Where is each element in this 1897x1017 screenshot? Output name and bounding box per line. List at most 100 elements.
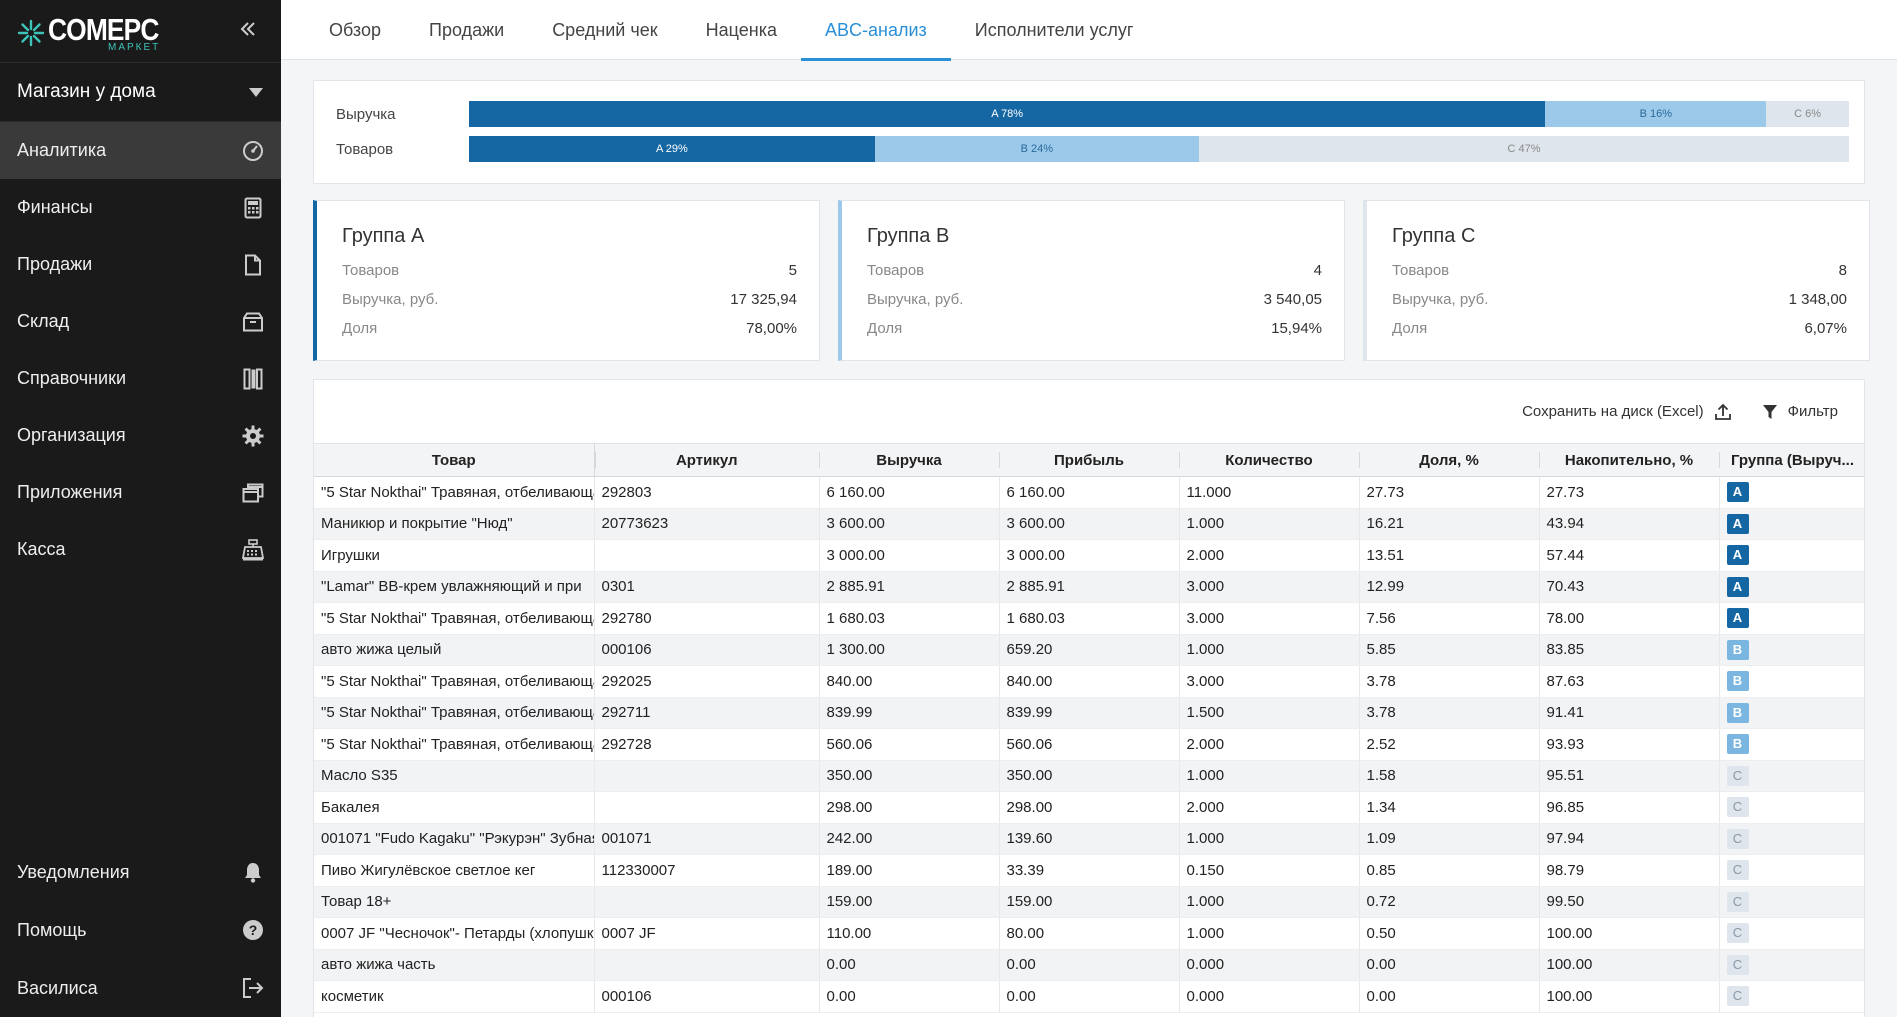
cell-sku: 292803 (593, 476, 819, 509)
table-row[interactable]: косметик 000106 0.00 0.00 0.000 0.00 100.00 C (314, 980, 1864, 1013)
cell-share: 0.00 (1358, 949, 1539, 981)
calculator-icon (241, 196, 265, 220)
tab-overview[interactable]: Обзор (329, 19, 381, 40)
cell-quantity: 2.000 (1178, 728, 1359, 761)
nav-item-directories[interactable]: Справочники (0, 350, 281, 407)
revenue-label: Выручка, руб. (867, 291, 964, 308)
column-header-cumulative[interactable]: Накопительно, % (1539, 443, 1719, 477)
cell-group: C (1718, 854, 1864, 887)
share-value: 78,00% (746, 320, 797, 337)
filter-icon (1762, 404, 1777, 419)
cell-profit: 3 600.00 (998, 508, 1179, 540)
table-row[interactable]: Пиво Жигулёвское светлое кег 112330007 189… (314, 854, 1864, 887)
cell-cumulative: 57.44 (1538, 539, 1719, 572)
filter-label: Фильтр (1787, 403, 1838, 420)
tab-abc-analysis[interactable]: ABC-анализ (801, 0, 951, 61)
group-title: Группа C (1392, 225, 1476, 247)
tab-average-check[interactable]: Средний чек (552, 19, 658, 40)
nav-item-sales[interactable]: Продажи (0, 236, 281, 293)
table-row[interactable]: "5 Star Nokthai" Травяная, отбеливающая 2… (314, 697, 1864, 729)
revenue-label: Выручка, руб. (342, 291, 439, 308)
collapse-sidebar-button[interactable] (233, 14, 263, 44)
cell-group: B (1718, 728, 1864, 761)
double-chevron-left-icon (240, 22, 255, 36)
cell-product: 001071 "Fudo Kagaku" "Рэкурэн" Зубная (314, 823, 594, 855)
table-row[interactable]: "Lamar" BB-крем увлажняющий и при 0301 2 8… (314, 571, 1864, 603)
table-row[interactable]: авто жижа часть 0.00 0.00 0.000 0.00 100.00 C (314, 949, 1864, 981)
nav-item-label: Помощь (17, 919, 87, 940)
table-row[interactable]: Товар 18+ 159.00 159.00 1.000 0.72 99.50 C (314, 886, 1864, 918)
cell-profit: 1 680.03 (998, 602, 1179, 635)
table-row[interactable]: Маникюр и покрытие "Нюд" 20773623 3 600.00… (314, 508, 1864, 540)
column-header-product[interactable]: Товар (314, 443, 595, 477)
cell-group: A (1718, 476, 1864, 509)
nav-item-notifications[interactable]: Уведомления (0, 843, 281, 901)
help-icon: ? (241, 918, 265, 942)
nav-item-analytics[interactable]: Аналитика (0, 122, 281, 179)
nav-item-user[interactable]: Василиса (0, 959, 281, 1017)
cell-group: C (1718, 791, 1864, 824)
bar-label: Выручка (336, 105, 396, 123)
table-row[interactable]: Масло S35 350.00 350.00 1.000 1.58 95.51 C (314, 760, 1864, 792)
group-badge: C (1726, 986, 1749, 1007)
column-header-quantity[interactable]: Количество (1179, 443, 1359, 477)
nav-item-apps[interactable]: Приложения (0, 464, 281, 521)
revenue-bar-row: Выручка A 78% B 16% C 6% (314, 101, 1864, 127)
cell-quantity: 1.000 (1178, 917, 1359, 950)
column-header-share[interactable]: Доля, % (1359, 443, 1539, 477)
tab-markup[interactable]: Наценка (705, 19, 777, 40)
nav-item-help[interactable]: Помощь ? (0, 901, 281, 959)
cell-sku: 292025 (593, 665, 819, 698)
abc-bars-card: Выручка A 78% B 16% C 6% Товаров A 29% B… (313, 80, 1865, 184)
group-badge: C (1726, 891, 1749, 912)
logo[interactable]: COMEPC (16, 14, 178, 48)
table-row[interactable]: "5 Star Nokthai" Травяная, отбеливающая 2… (314, 665, 1864, 698)
cell-product: Маникюр и покрытие "Нюд" (314, 508, 594, 540)
filter-button[interactable]: Фильтр (1762, 403, 1838, 420)
group-badge: B (1726, 671, 1749, 692)
cell-group: C (1718, 823, 1864, 855)
store-selector[interactable]: Магазин у дома (0, 62, 281, 122)
table-row[interactable]: Бакалея 298.00 298.00 2.000 1.34 96.85 C (314, 791, 1864, 824)
cell-profit: 350.00 (998, 760, 1179, 792)
cell-quantity: 0.000 (1178, 949, 1359, 981)
table-row[interactable]: "5 Star Nokthai" Травяная, отбеливающая 2… (314, 476, 1864, 509)
table-toolbar: Сохранить на диск (Excel) Фильтр (314, 380, 1864, 443)
table-row[interactable]: "5 Star Nokthai" Травяная, отбеливающая 2… (314, 728, 1864, 761)
table-row[interactable]: Игрушки 3 000.00 3 000.00 2.000 13.51 57.44 A (314, 539, 1864, 572)
cell-quantity: 1.000 (1178, 634, 1359, 666)
cell-cumulative: 87.63 (1538, 665, 1719, 698)
table-row[interactable]: "5 Star Nokthai" Травяная, отбеливающая 2… (314, 602, 1864, 635)
cell-group: C (1718, 886, 1864, 918)
save-excel-button[interactable]: Сохранить на диск (Excel) (1522, 403, 1732, 421)
tab-sales[interactable]: Продажи (429, 19, 505, 40)
cell-profit: 80.00 (998, 917, 1179, 950)
nav-item-cashier[interactable]: Касса (0, 521, 281, 578)
cell-share: 0.00 (1358, 980, 1539, 1013)
cell-product: Игрушки (314, 539, 594, 572)
cell-product: Пиво Жигулёвское светлое кег (314, 854, 594, 887)
nav-item-organization[interactable]: Организация (0, 407, 281, 464)
tab-service-executors[interactable]: Исполнители услуг (974, 19, 1134, 40)
cell-revenue: 1 680.03 (818, 602, 999, 635)
share-value: 15,94% (1271, 320, 1322, 337)
logo-star-icon (17, 19, 45, 47)
column-header-group[interactable]: Группа (Выруч... (1719, 443, 1864, 477)
column-header-profit[interactable]: Прибыль (999, 443, 1179, 477)
cell-profit: 0.00 (998, 949, 1179, 981)
cell-cumulative: 83.85 (1538, 634, 1719, 666)
cell-share: 0.72 (1358, 886, 1539, 918)
cell-share: 1.09 (1358, 823, 1539, 855)
revenue-segment-a: A 78% (469, 101, 1546, 127)
speedometer-icon (241, 139, 265, 163)
column-header-revenue[interactable]: Выручка (819, 443, 999, 477)
column-header-sku[interactable]: Артикул (594, 443, 819, 477)
table-row[interactable]: 001071 "Fudo Kagaku" "Рэкурэн" Зубная 001… (314, 823, 1864, 855)
nav-item-warehouse[interactable]: Склад (0, 293, 281, 350)
items-value: 8 (1838, 262, 1847, 279)
cell-product: 0007 JF "Чесночок"- Петарды (хлопушки) (314, 917, 594, 950)
cell-quantity: 11.000 (1178, 476, 1359, 509)
nav-item-finance[interactable]: Финансы (0, 179, 281, 236)
table-row[interactable]: авто жижа целый 000106 1 300.00 659.20 1.000… (314, 634, 1864, 666)
table-row[interactable]: 0007 JF "Чесночок"- Петарды (хлопушки) 00… (314, 917, 1864, 950)
